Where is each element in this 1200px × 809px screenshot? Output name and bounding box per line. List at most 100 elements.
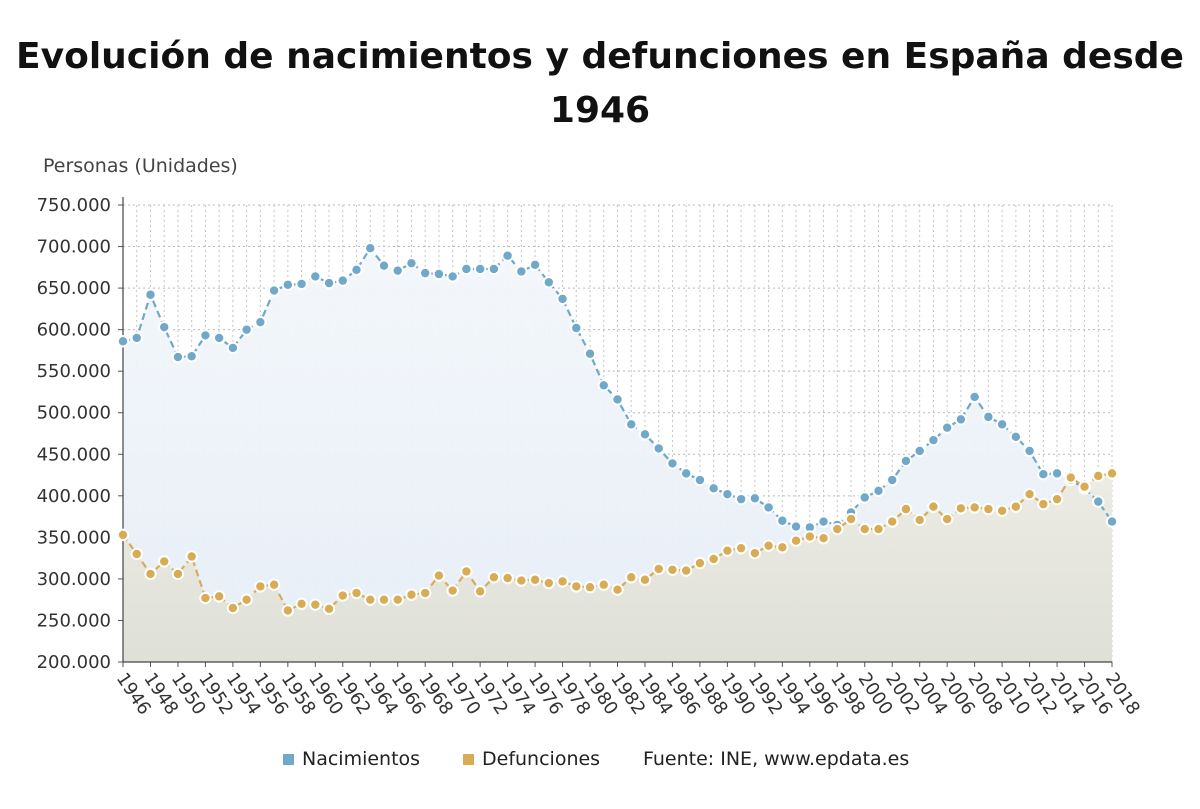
point-defunciones[interactable] (1092, 469, 1105, 483)
point-defunciones[interactable] (309, 598, 322, 611)
point-defunciones[interactable] (487, 571, 501, 584)
point-defunciones[interactable] (913, 513, 926, 527)
point-nacimientos[interactable] (130, 331, 143, 345)
point-nacimientos[interactable] (611, 393, 624, 406)
point-defunciones[interactable] (267, 578, 281, 591)
point-nacimientos[interactable] (295, 277, 308, 291)
legend-item-nacimientos[interactable]: Nacimientos (283, 748, 420, 770)
point-nacimientos[interactable] (281, 278, 295, 291)
point-nacimientos[interactable] (391, 264, 404, 277)
point-nacimientos[interactable] (597, 379, 610, 392)
point-nacimientos[interactable] (199, 329, 212, 342)
point-defunciones[interactable] (734, 541, 748, 555)
point-defunciones[interactable] (116, 528, 130, 542)
point-nacimientos[interactable] (1023, 444, 1036, 458)
point-defunciones[interactable] (707, 552, 720, 566)
point-defunciones[interactable] (968, 501, 981, 514)
point-defunciones[interactable] (418, 586, 432, 600)
point-nacimientos[interactable] (762, 501, 775, 514)
point-nacimientos[interactable] (377, 259, 391, 272)
point-defunciones[interactable] (693, 556, 707, 570)
point-defunciones[interactable] (803, 530, 817, 543)
point-nacimientos[interactable] (625, 418, 638, 431)
point-nacimientos[interactable] (748, 492, 762, 505)
point-nacimientos[interactable] (460, 262, 473, 276)
point-defunciones[interactable] (295, 597, 308, 611)
point-defunciones[interactable] (940, 512, 954, 526)
point-defunciones[interactable] (350, 586, 363, 600)
point-nacimientos[interactable] (322, 276, 336, 290)
point-defunciones[interactable] (528, 573, 542, 586)
point-nacimientos[interactable] (418, 266, 432, 280)
point-defunciones[interactable] (789, 534, 803, 547)
point-nacimientos[interactable] (913, 444, 926, 458)
point-nacimientos[interactable] (336, 274, 349, 287)
point-defunciones[interactable] (226, 601, 240, 615)
point-nacimientos[interactable] (350, 263, 363, 277)
point-defunciones[interactable] (652, 562, 665, 576)
point-defunciones[interactable] (377, 593, 391, 606)
point-nacimientos[interactable] (666, 457, 679, 470)
point-defunciones[interactable] (721, 544, 734, 557)
point-defunciones[interactable] (1037, 497, 1050, 511)
point-defunciones[interactable] (872, 522, 885, 536)
point-defunciones[interactable] (748, 546, 762, 560)
point-defunciones[interactable] (336, 589, 349, 602)
point-nacimientos[interactable] (652, 442, 665, 455)
point-nacimientos[interactable] (171, 350, 185, 364)
point-defunciones[interactable] (611, 583, 624, 596)
point-defunciones[interactable] (501, 571, 514, 585)
point-nacimientos[interactable] (446, 270, 459, 283)
legend-item-defunciones[interactable]: Defunciones (463, 748, 600, 770)
point-nacimientos[interactable] (473, 262, 487, 276)
point-defunciones[interactable] (858, 522, 871, 536)
point-defunciones[interactable] (130, 547, 143, 561)
point-defunciones[interactable] (638, 573, 652, 586)
point-nacimientos[interactable] (1092, 495, 1105, 508)
point-defunciones[interactable] (460, 565, 473, 578)
point-nacimientos[interactable] (707, 482, 720, 495)
point-nacimientos[interactable] (226, 341, 240, 355)
point-nacimientos[interactable] (1037, 468, 1050, 481)
point-nacimientos[interactable] (679, 467, 693, 480)
point-nacimientos[interactable] (556, 292, 569, 306)
point-defunciones[interactable] (954, 502, 968, 515)
point-defunciones[interactable] (446, 584, 459, 597)
point-nacimientos[interactable] (982, 410, 995, 424)
point-nacimientos[interactable] (1105, 515, 1119, 528)
point-defunciones[interactable] (666, 563, 679, 576)
point-defunciones[interactable] (1064, 471, 1077, 484)
point-nacimientos[interactable] (954, 413, 968, 426)
point-defunciones[interactable] (927, 500, 940, 513)
point-nacimientos[interactable] (776, 514, 789, 527)
point-defunciones[interactable] (844, 512, 858, 526)
point-nacimientos[interactable] (432, 267, 446, 281)
point-defunciones[interactable] (281, 604, 295, 617)
point-nacimientos[interactable] (487, 262, 501, 276)
point-defunciones[interactable] (762, 539, 775, 552)
point-defunciones[interactable] (212, 590, 226, 603)
point-defunciones[interactable] (199, 591, 212, 605)
point-nacimientos[interactable] (693, 473, 707, 487)
point-nacimientos[interactable] (940, 421, 954, 434)
point-defunciones[interactable] (625, 571, 638, 584)
point-defunciones[interactable] (1023, 487, 1036, 501)
point-nacimientos[interactable] (240, 323, 253, 336)
point-nacimientos[interactable] (542, 276, 556, 289)
point-nacimientos[interactable] (158, 320, 171, 334)
point-nacimientos[interactable] (899, 454, 913, 468)
point-defunciones[interactable] (556, 575, 569, 588)
point-defunciones[interactable] (570, 580, 583, 593)
point-nacimientos[interactable] (583, 347, 597, 360)
point-defunciones[interactable] (364, 593, 377, 606)
point-nacimientos[interactable] (968, 390, 981, 404)
point-defunciones[interactable] (405, 588, 418, 601)
point-defunciones[interactable] (1050, 492, 1064, 506)
point-nacimientos[interactable] (515, 265, 528, 278)
point-nacimientos[interactable] (1009, 430, 1023, 444)
point-nacimientos[interactable] (309, 270, 322, 283)
point-defunciones[interactable] (158, 555, 171, 568)
point-defunciones[interactable] (1009, 500, 1023, 513)
point-nacimientos[interactable] (734, 492, 748, 506)
point-nacimientos[interactable] (886, 473, 899, 487)
